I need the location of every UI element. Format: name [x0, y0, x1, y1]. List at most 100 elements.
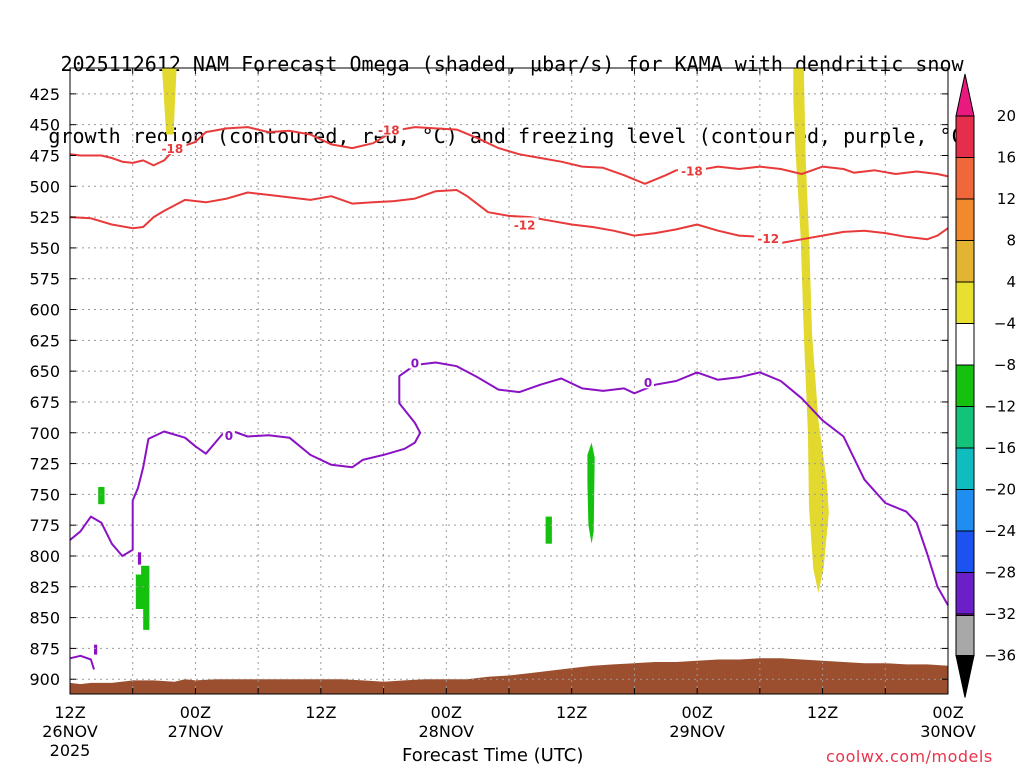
omega-shade-5: [587, 442, 595, 544]
source-credit[interactable]: coolwx.com/models: [826, 747, 993, 766]
colorbar-swatch-gray: [955, 615, 975, 656]
contour-label-1: -18: [378, 124, 400, 138]
colorbar-label-6: −8: [994, 356, 1016, 374]
x-tick-label-72-0: 12Z: [807, 703, 838, 722]
contour-label-bg-0: [158, 141, 187, 155]
colorbar-label-1: 16: [997, 149, 1016, 167]
x-tick-label-36-1: 28NOV: [418, 722, 474, 741]
x-tick-label-84-0: 00Z: [932, 703, 963, 722]
y-tick-label-675: 675: [29, 393, 60, 412]
contour-line-0: [69, 126, 949, 185]
y-tick-label-650: 650: [29, 362, 60, 381]
y-tick-label-625: 625: [29, 331, 60, 350]
contour-label-0: -18: [162, 142, 184, 156]
colorbar-swatch-0: [955, 115, 975, 158]
colorbar-label-10: −24: [984, 522, 1016, 540]
contour-label-4: -12: [757, 232, 779, 246]
x-tick-label-12-0: 00Z: [180, 703, 211, 722]
omega-shade-2: [98, 487, 105, 505]
y-tick-label-750: 750: [29, 485, 60, 504]
y-tick-label-775: 775: [29, 516, 60, 535]
colorbar-swatch-5: [955, 323, 975, 366]
x-tick-label-60-0: 00Z: [681, 703, 712, 722]
contour-line-1: [69, 189, 949, 244]
contour-label-bg-7: [642, 375, 655, 389]
colorbar-top-arrow: [955, 73, 975, 117]
colorbar-swatch-4: [955, 281, 975, 324]
colorbar-label-5: −4: [994, 315, 1016, 333]
x-tick-label-48-0: 12Z: [556, 703, 587, 722]
contour-label-bg-1: [374, 122, 403, 136]
terrain-fill: [70, 658, 948, 694]
colorbar-label-9: −20: [984, 481, 1016, 499]
omega-shading: [94, 68, 829, 655]
chart-title-line-1: 2025112612 NAM Forecast Omega (shaded, μ…: [60, 52, 964, 76]
y-tick-label-850: 850: [29, 609, 60, 628]
omega-shade-7: [94, 644, 98, 655]
contour-label-bg-2: [677, 163, 706, 177]
x-tick-label-0-0: 12Z: [54, 703, 85, 722]
y-axis: 425 450 475 500 525 550 575 600 625 650 675 700 725 7…: [29, 85, 948, 689]
colorbar-swatch-6: [955, 364, 975, 407]
y-tick-label-825: 825: [29, 578, 60, 597]
colorbar-swatch-3: [955, 240, 975, 283]
colorbar-swatch-8: [955, 447, 975, 490]
colorbar-swatch-7: [955, 406, 975, 449]
colorbar-bottom-arrow: [955, 655, 975, 698]
x-tick-label-36-0: 00Z: [431, 703, 462, 722]
y-tick-label-575: 575: [29, 270, 60, 289]
colorbar-label-3: 8: [1006, 232, 1016, 250]
colorbar-label-4: 4: [1006, 273, 1016, 291]
x-axis-title: Forecast Time (UTC): [402, 745, 584, 766]
colorbar-swatch-10: [955, 530, 975, 573]
colorbar-label-7: −12: [984, 398, 1016, 416]
contours: [69, 126, 949, 670]
contour-label-7: 0: [644, 376, 652, 390]
x-tick-label-0-1: 26NOV: [42, 722, 98, 741]
y-tick-label-500: 500: [29, 177, 60, 196]
y-tick-label-475: 475: [29, 146, 60, 165]
gridlines: [70, 68, 948, 694]
x-tick-label-24-0: 12Z: [305, 703, 336, 722]
x-tick-label-60-1: 29NOV: [669, 722, 725, 741]
y-tick-label-425: 425: [29, 85, 60, 104]
omega-shade-6: [137, 552, 142, 565]
y-tick-label-450: 450: [29, 116, 60, 135]
colorbar-label-2: 12: [997, 190, 1016, 208]
y-tick-label-725: 725: [29, 455, 60, 474]
colorbar-swatch-9: [955, 489, 975, 532]
contour-label-bg-3: [510, 217, 539, 231]
colorbar-swatch-1: [955, 157, 975, 200]
y-tick-label-700: 700: [29, 424, 60, 443]
y-tick-label-875: 875: [29, 639, 60, 658]
y-tick-label-550: 550: [29, 239, 60, 258]
colorbar-label-0: 20: [997, 107, 1016, 125]
colorbar-swatch-11: [955, 572, 975, 615]
colorbar-label-12: −32: [984, 605, 1016, 623]
contour-label-bg-4: [754, 231, 783, 245]
x-tick-label-12-1: 27NOV: [168, 722, 224, 741]
contour-label-6: 0: [411, 357, 419, 371]
x-tick-label-0-2: 2025: [50, 741, 91, 760]
colorbar: 20 16 12 8 4 −4 −8 −12 −16 −20 −24 −28 −32 −36: [955, 73, 1016, 698]
omega-shade-1: [793, 68, 829, 593]
contour-label-5: 0: [225, 429, 233, 443]
omega-shade-4: [545, 516, 552, 544]
y-tick-label-600: 600: [29, 301, 60, 320]
y-tick-label-900: 900: [29, 670, 60, 689]
contour-label-2: -18: [681, 164, 703, 178]
colorbar-label-13: −36: [984, 647, 1016, 665]
contour-label-bg-5: [222, 428, 235, 442]
omega-shade-0: [162, 68, 177, 135]
contour-label-3: -12: [514, 219, 536, 233]
colorbar-label-8: −16: [984, 439, 1016, 457]
y-tick-label-800: 800: [29, 547, 60, 566]
contour-labels: -18 -18 -18 -12 -12 0 0 0: [158, 122, 783, 443]
contour-label-bg-6: [408, 355, 421, 369]
terrain-layer: [70, 658, 948, 694]
contour-line-3: [69, 654, 95, 670]
omega-shade-3: [135, 565, 150, 630]
contour-line-2: [69, 361, 949, 606]
